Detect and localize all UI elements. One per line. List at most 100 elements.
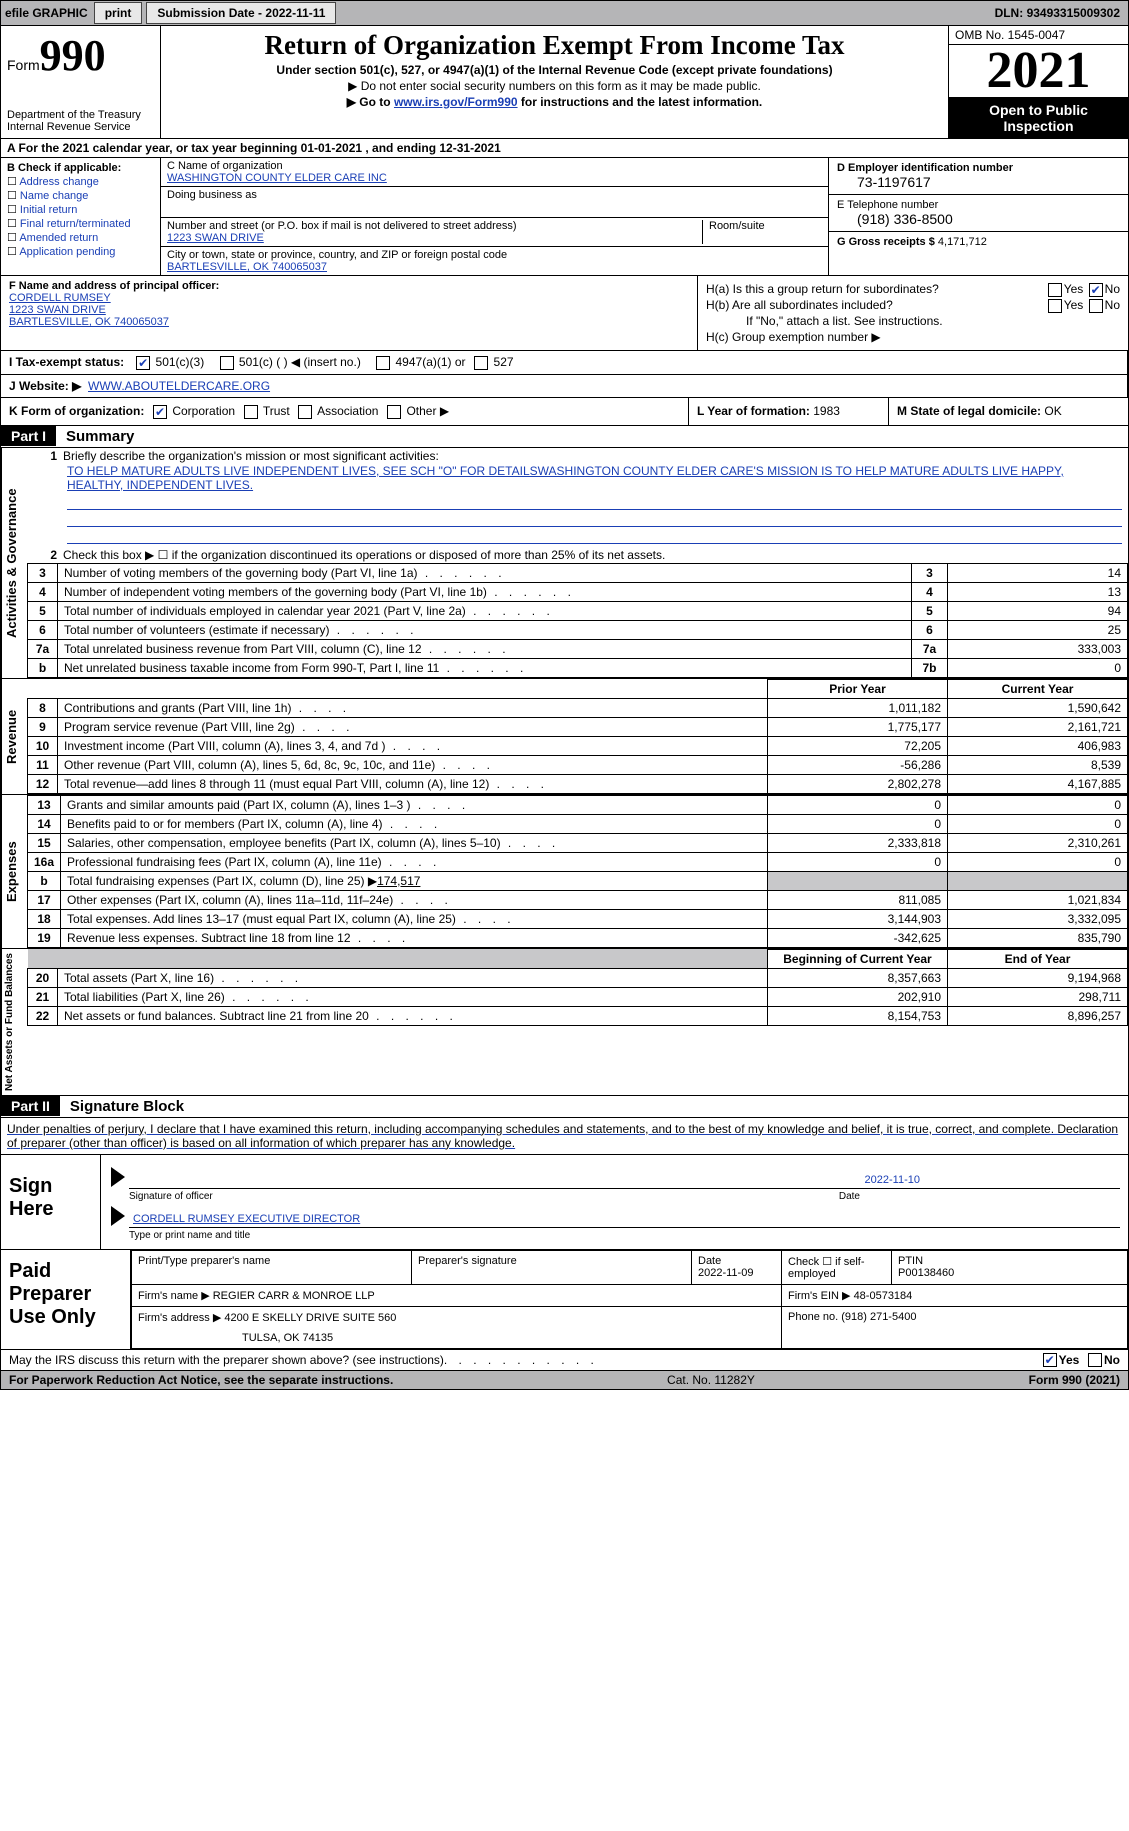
expenses-table: 13 Grants and similar amounts paid (Part… <box>27 795 1128 948</box>
form-reference: Form 990 (2021) <box>1029 1373 1120 1387</box>
row-box: 5 <box>912 601 948 620</box>
discuss-yes-checkbox[interactable] <box>1043 1353 1057 1367</box>
current-val: 1,590,642 <box>948 698 1128 717</box>
chk-501c3[interactable] <box>136 356 150 370</box>
chk-other[interactable] <box>387 405 401 419</box>
prior-val: 811,085 <box>768 890 948 909</box>
row-val: 333,003 <box>948 639 1128 658</box>
chk-application-pending[interactable]: Application pending <box>7 245 154 258</box>
row-box: 7b <box>912 658 948 677</box>
dept-treasury: Department of the Treasury <box>7 109 154 121</box>
chk-amended-return[interactable]: Amended return <box>7 231 154 244</box>
vlabel-net-assets: Net Assets or Fund Balances <box>1 949 27 1095</box>
chk-trust[interactable] <box>244 405 258 419</box>
part-2-header: Part II Signature Block <box>0 1096 1129 1118</box>
row-desc: Professional fundraising fees (Part IX, … <box>61 852 768 871</box>
tax-exempt-label: I Tax-exempt status: <box>9 355 124 369</box>
shaded-cell <box>948 871 1128 890</box>
street-address: 1223 SWAN DRIVE <box>167 232 702 244</box>
row-num: 16a <box>28 852 61 871</box>
mission-blank-2 <box>67 513 1122 527</box>
signature-declaration: Under penalties of perjury, I declare th… <box>0 1118 1129 1155</box>
submission-date-button[interactable]: Submission Date - 2022-11-11 <box>146 2 336 24</box>
section-b: B Check if applicable: Address change Na… <box>1 158 161 275</box>
officer-addr1: 1223 SWAN DRIVE <box>9 304 106 316</box>
paid-preparer-block: Paid Preparer Use Only Print/Type prepar… <box>0 1250 1129 1350</box>
current-val: 406,983 <box>948 736 1128 755</box>
officer-addr2: BARTLESVILLE, OK 740065037 <box>9 316 169 328</box>
firm-phone: (918) 271-5400 <box>841 1311 916 1323</box>
ein-value: 73-1197617 <box>837 174 1120 190</box>
chk-initial-return[interactable]: Initial return <box>7 203 154 216</box>
chk-final-return[interactable]: Final return/terminated <box>7 217 154 230</box>
form-number: Form990 <box>7 30 154 81</box>
hb-no-checkbox[interactable] <box>1089 299 1103 313</box>
vlabel-revenue: Revenue <box>1 679 27 794</box>
activities-governance-section: Activities & Governance 1Briefly describ… <box>0 448 1129 679</box>
revenue-section: Revenue Prior Year Current Year8 Contrib… <box>0 679 1129 795</box>
current-val: 1,021,834 <box>948 890 1128 909</box>
row-num: 13 <box>28 795 61 814</box>
part-1-header: Part I Summary <box>0 426 1129 448</box>
preparer-table: Print/Type preparer's name Preparer's si… <box>131 1250 1128 1349</box>
addr-label: Number and street (or P.O. box if mail i… <box>167 220 702 232</box>
chk-4947[interactable] <box>376 356 390 370</box>
chk-527[interactable] <box>474 356 488 370</box>
signature-arrow-icon <box>111 1167 125 1187</box>
row-desc: Other expenses (Part IX, column (A), lin… <box>61 890 768 909</box>
website-value[interactable]: WWW.ABOUTELDERCARE.ORG <box>88 379 270 393</box>
chk-address-change[interactable]: Address change <box>7 175 154 188</box>
firm-name: REGIER CARR & MONROE LLP <box>213 1290 375 1302</box>
row-desc: Total number of individuals employed in … <box>58 601 912 620</box>
city-value: BARTLESVILLE, OK 740065037 <box>167 261 822 273</box>
prior-val: 3,144,903 <box>768 909 948 928</box>
block-fh: F Name and address of principal officer:… <box>0 276 1129 351</box>
hb-yes-checkbox[interactable] <box>1048 299 1062 313</box>
eoy-val: 298,711 <box>948 987 1128 1006</box>
name-arrow-icon <box>111 1206 125 1226</box>
prep-self-employed: Check ☐ if self-employed <box>782 1250 892 1284</box>
discuss-no-checkbox[interactable] <box>1088 1353 1102 1367</box>
officer-label: F Name and address of principal officer: <box>9 280 219 292</box>
revenue-table: Prior Year Current Year8 Contributions a… <box>27 679 1128 794</box>
prior-val: 1,775,177 <box>768 717 948 736</box>
state-domicile: M State of legal domicile: OK <box>888 398 1128 425</box>
row-num: 17 <box>28 890 61 909</box>
section-d: D Employer identification number 73-1197… <box>828 158 1128 275</box>
sig-officer-caption: Signature of officer <box>129 1191 213 1202</box>
discuss-row: May the IRS discuss this return with the… <box>0 1350 1129 1371</box>
ha-yes-checkbox[interactable] <box>1048 283 1062 297</box>
row-num: 8 <box>28 698 58 717</box>
row-desc: Grants and similar amounts paid (Part IX… <box>61 795 768 814</box>
ha-no-checkbox[interactable] <box>1089 283 1103 297</box>
row-val: 0 <box>948 658 1128 677</box>
chk-corporation[interactable] <box>153 405 167 419</box>
irs-link[interactable]: www.irs.gov/Form990 <box>394 95 518 109</box>
signature-line[interactable]: 2022-11-10 <box>129 1167 1120 1189</box>
row-val: 94 <box>948 601 1128 620</box>
row-desc: Investment income (Part VIII, column (A)… <box>58 736 768 755</box>
boy-val: 8,357,663 <box>768 968 948 987</box>
year-formation: L Year of formation: 1983 <box>688 398 888 425</box>
name-title-line[interactable]: CORDELL RUMSEY EXECUTIVE DIRECTOR <box>129 1206 1120 1228</box>
sign-here-label: Sign Here <box>1 1155 101 1249</box>
eoy-val: 8,896,257 <box>948 1006 1128 1025</box>
dln-value: DLN: 93493315009302 <box>995 6 1128 20</box>
prep-date-header: Date <box>698 1255 721 1267</box>
prior-year-header: Prior Year <box>768 679 948 698</box>
firm-ein-label: Firm's EIN ▶ <box>788 1290 854 1302</box>
row-desc: Benefits paid to or for members (Part IX… <box>61 814 768 833</box>
section-b-label: B Check if applicable: <box>7 162 121 174</box>
row-num: 12 <box>28 774 58 793</box>
paid-preparer-label: Paid Preparer Use Only <box>1 1250 131 1349</box>
row-num: 10 <box>28 736 58 755</box>
chk-association[interactable] <box>298 405 312 419</box>
row-box: 6 <box>912 620 948 639</box>
chk-name-change[interactable]: Name change <box>7 189 154 202</box>
row-num: 21 <box>28 987 58 1006</box>
current-val: 4,167,885 <box>948 774 1128 793</box>
chk-501c[interactable] <box>220 356 234 370</box>
print-button[interactable]: print <box>94 2 143 24</box>
form-header: Form990 Department of the Treasury Inter… <box>0 26 1129 139</box>
hc-label: H(c) Group exemption number ▶ <box>706 330 1120 344</box>
